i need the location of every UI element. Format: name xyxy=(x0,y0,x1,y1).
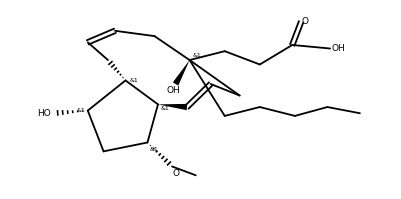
Polygon shape xyxy=(158,104,187,110)
Text: &1: &1 xyxy=(149,147,158,152)
Text: O: O xyxy=(172,169,178,178)
Text: O: O xyxy=(301,18,308,26)
Text: &1: &1 xyxy=(76,108,85,113)
Text: &1: &1 xyxy=(160,106,169,111)
Text: &1: &1 xyxy=(192,53,200,58)
Text: OH: OH xyxy=(331,44,345,53)
Text: &1: &1 xyxy=(130,78,138,83)
Text: OH: OH xyxy=(166,86,180,95)
Polygon shape xyxy=(172,60,189,86)
Text: HO: HO xyxy=(37,109,51,118)
